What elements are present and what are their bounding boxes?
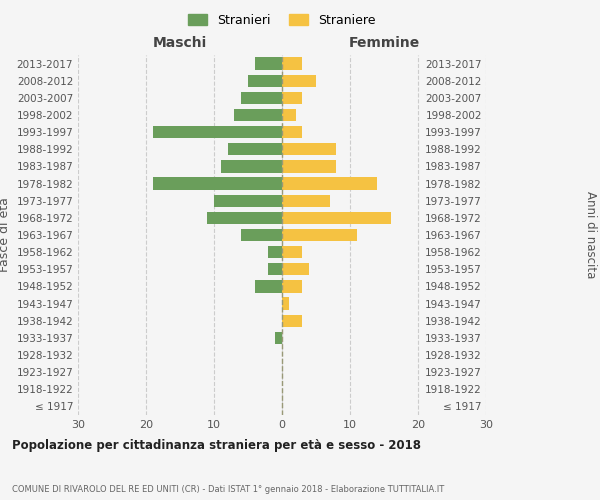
- Bar: [282, 246, 302, 258]
- Bar: [153, 126, 282, 138]
- Bar: [282, 126, 302, 138]
- Bar: [241, 229, 282, 241]
- Y-axis label: Fasce di età: Fasce di età: [0, 198, 11, 272]
- Legend: Stranieri, Straniere: Stranieri, Straniere: [184, 8, 380, 32]
- Bar: [275, 332, 282, 344]
- Bar: [282, 74, 316, 87]
- Bar: [268, 246, 282, 258]
- Bar: [235, 109, 282, 121]
- Bar: [282, 263, 309, 276]
- Bar: [282, 160, 337, 172]
- Bar: [282, 298, 289, 310]
- Bar: [221, 160, 282, 172]
- Bar: [282, 194, 329, 207]
- Bar: [282, 314, 302, 327]
- Bar: [255, 58, 282, 70]
- Text: COMUNE DI RIVAROLO DEL RE ED UNITI (CR) - Dati ISTAT 1° gennaio 2018 - Elaborazi: COMUNE DI RIVAROLO DEL RE ED UNITI (CR) …: [12, 485, 444, 494]
- Text: Maschi: Maschi: [153, 36, 207, 50]
- Text: Anni di nascita: Anni di nascita: [584, 192, 597, 278]
- Bar: [282, 212, 391, 224]
- Bar: [241, 92, 282, 104]
- Bar: [255, 280, 282, 292]
- Bar: [207, 212, 282, 224]
- Bar: [282, 280, 302, 292]
- Bar: [282, 178, 377, 190]
- Bar: [282, 92, 302, 104]
- Text: Popolazione per cittadinanza straniera per età e sesso - 2018: Popolazione per cittadinanza straniera p…: [12, 440, 421, 452]
- Bar: [282, 143, 337, 156]
- Bar: [227, 143, 282, 156]
- Bar: [268, 263, 282, 276]
- Bar: [282, 58, 302, 70]
- Text: Femmine: Femmine: [349, 36, 419, 50]
- Bar: [282, 229, 357, 241]
- Bar: [248, 74, 282, 87]
- Bar: [282, 109, 296, 121]
- Bar: [214, 194, 282, 207]
- Bar: [153, 178, 282, 190]
